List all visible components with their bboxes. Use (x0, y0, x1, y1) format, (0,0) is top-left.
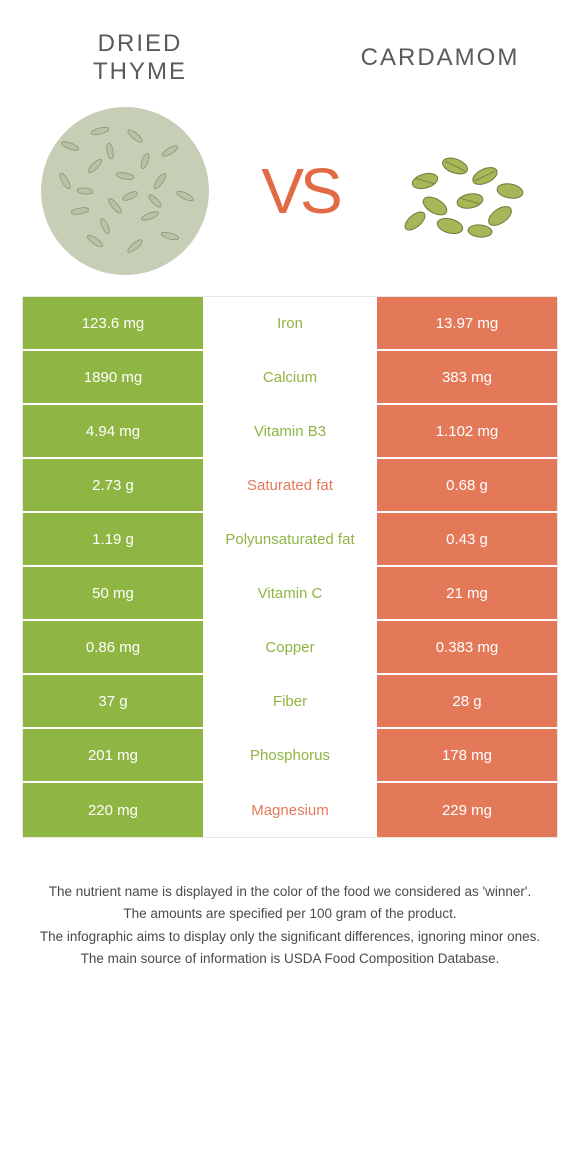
comparison-table: 123.6 mgIron13.97 mg1890 mgCalcium383 mg… (22, 296, 558, 838)
right-value: 28 g (377, 675, 557, 727)
left-value: 2.73 g (23, 459, 203, 511)
nutrient-name: Phosphorus (203, 729, 377, 781)
nutrient-name: Fiber (203, 675, 377, 727)
nutrient-name: Copper (203, 621, 377, 673)
left-value: 220 mg (23, 783, 203, 837)
table-row: 37 gFiber28 g (23, 675, 557, 729)
right-value: 178 mg (377, 729, 557, 781)
nutrient-name: Calcium (203, 351, 377, 403)
nutrient-name: Saturated fat (203, 459, 377, 511)
nutrient-name: Iron (203, 297, 377, 349)
left-value: 1890 mg (23, 351, 203, 403)
hero-row: VS (0, 96, 580, 296)
nutrient-name: Vitamin B3 (203, 405, 377, 457)
table-row: 1890 mgCalcium383 mg (23, 351, 557, 405)
table-row: 220 mgMagnesium229 mg (23, 783, 557, 837)
thyme-icon (40, 106, 210, 276)
right-food-title: CARDAMOM (350, 44, 530, 86)
right-value: 229 mg (377, 783, 557, 837)
cardamom-image (390, 131, 540, 251)
left-value: 0.86 mg (23, 621, 203, 673)
table-row: 1.19 gPolyunsaturated fat0.43 g (23, 513, 557, 567)
table-row: 50 mgVitamin C21 mg (23, 567, 557, 621)
table-row: 123.6 mgIron13.97 mg (23, 297, 557, 351)
table-row: 4.94 mgVitamin B31.102 mg (23, 405, 557, 459)
right-value: 383 mg (377, 351, 557, 403)
table-row: 201 mgPhosphorus178 mg (23, 729, 557, 783)
header: DRIED THYME CARDAMOM (0, 0, 580, 96)
nutrient-name: Polyunsaturated fat (203, 513, 377, 565)
left-title-line2: THYME (50, 58, 230, 86)
left-title-line1: DRIED (50, 30, 230, 58)
left-value: 50 mg (23, 567, 203, 619)
footnote-line: The nutrient name is displayed in the co… (34, 882, 546, 902)
right-value: 13.97 mg (377, 297, 557, 349)
left-value: 123.6 mg (23, 297, 203, 349)
footnotes: The nutrient name is displayed in the co… (0, 838, 580, 969)
left-value: 4.94 mg (23, 405, 203, 457)
table-row: 0.86 mgCopper0.383 mg (23, 621, 557, 675)
thyme-image (40, 106, 210, 276)
left-value: 201 mg (23, 729, 203, 781)
left-food-title: DRIED THYME (50, 30, 230, 86)
nutrient-name: Vitamin C (203, 567, 377, 619)
right-value: 21 mg (377, 567, 557, 619)
footnote-line: The infographic aims to display only the… (34, 927, 546, 947)
right-value: 1.102 mg (377, 405, 557, 457)
cardamom-icon (390, 136, 540, 246)
right-value: 0.68 g (377, 459, 557, 511)
footnote-line: The main source of information is USDA F… (34, 949, 546, 969)
right-value: 0.43 g (377, 513, 557, 565)
footnote-line: The amounts are specified per 100 gram o… (34, 904, 546, 924)
right-value: 0.383 mg (377, 621, 557, 673)
left-value: 1.19 g (23, 513, 203, 565)
vs-label: VS (261, 154, 338, 228)
nutrient-name: Magnesium (203, 783, 377, 837)
table-row: 2.73 gSaturated fat0.68 g (23, 459, 557, 513)
left-value: 37 g (23, 675, 203, 727)
right-title: CARDAMOM (350, 44, 530, 72)
